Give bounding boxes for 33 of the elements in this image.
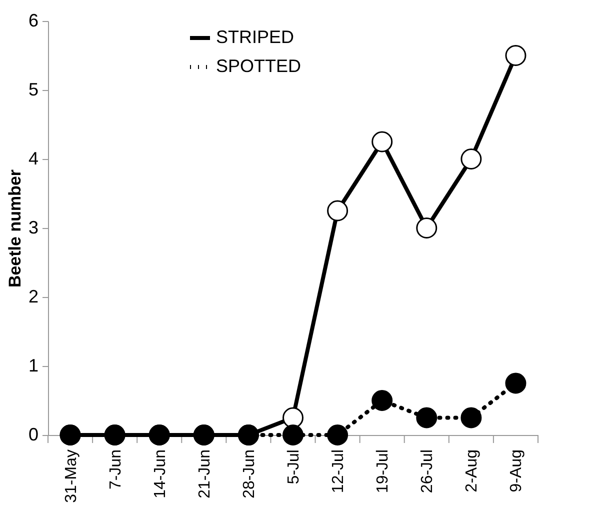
y-tick-label: 2 xyxy=(28,286,38,306)
x-tick-label: 21-Jun xyxy=(196,450,214,498)
point xyxy=(460,407,482,428)
point xyxy=(282,407,304,428)
x-tick-label: 19-Jul xyxy=(374,450,392,494)
y-axis-title: Beetle number xyxy=(5,169,24,288)
point xyxy=(372,131,393,152)
point xyxy=(282,424,304,446)
y-tick-label: 6 xyxy=(28,10,38,30)
point xyxy=(327,424,348,446)
point xyxy=(416,407,438,428)
x-tick-label: 14-Jun xyxy=(152,450,169,498)
legend-label: STRIPED xyxy=(216,27,294,47)
x-tick-label: 7-Jun xyxy=(107,450,124,490)
y-tick-label: 0 xyxy=(28,424,38,444)
point xyxy=(327,200,348,222)
y-tick-label: 3 xyxy=(28,218,38,238)
point xyxy=(416,218,438,238)
x-tick-label: 9-Aug xyxy=(508,450,526,492)
x-tick-label: 12-Jul xyxy=(330,450,348,494)
x-tick-label: 28-Jun xyxy=(240,450,258,498)
x-tick-label: 31-May xyxy=(62,450,80,503)
x-tick-label: 5-Jul xyxy=(286,450,302,484)
x-tick-label: 26-Jul xyxy=(419,450,436,494)
point xyxy=(505,45,526,66)
point xyxy=(460,148,482,170)
point xyxy=(372,390,393,411)
x-tick-label: 2-Aug xyxy=(464,450,481,492)
y-tick-label: 5 xyxy=(28,80,38,100)
y-tick-label: 4 xyxy=(28,148,38,168)
y-tick-label: 1 xyxy=(28,356,38,376)
point xyxy=(505,372,526,394)
legend-label: SPOTTED xyxy=(216,56,302,76)
